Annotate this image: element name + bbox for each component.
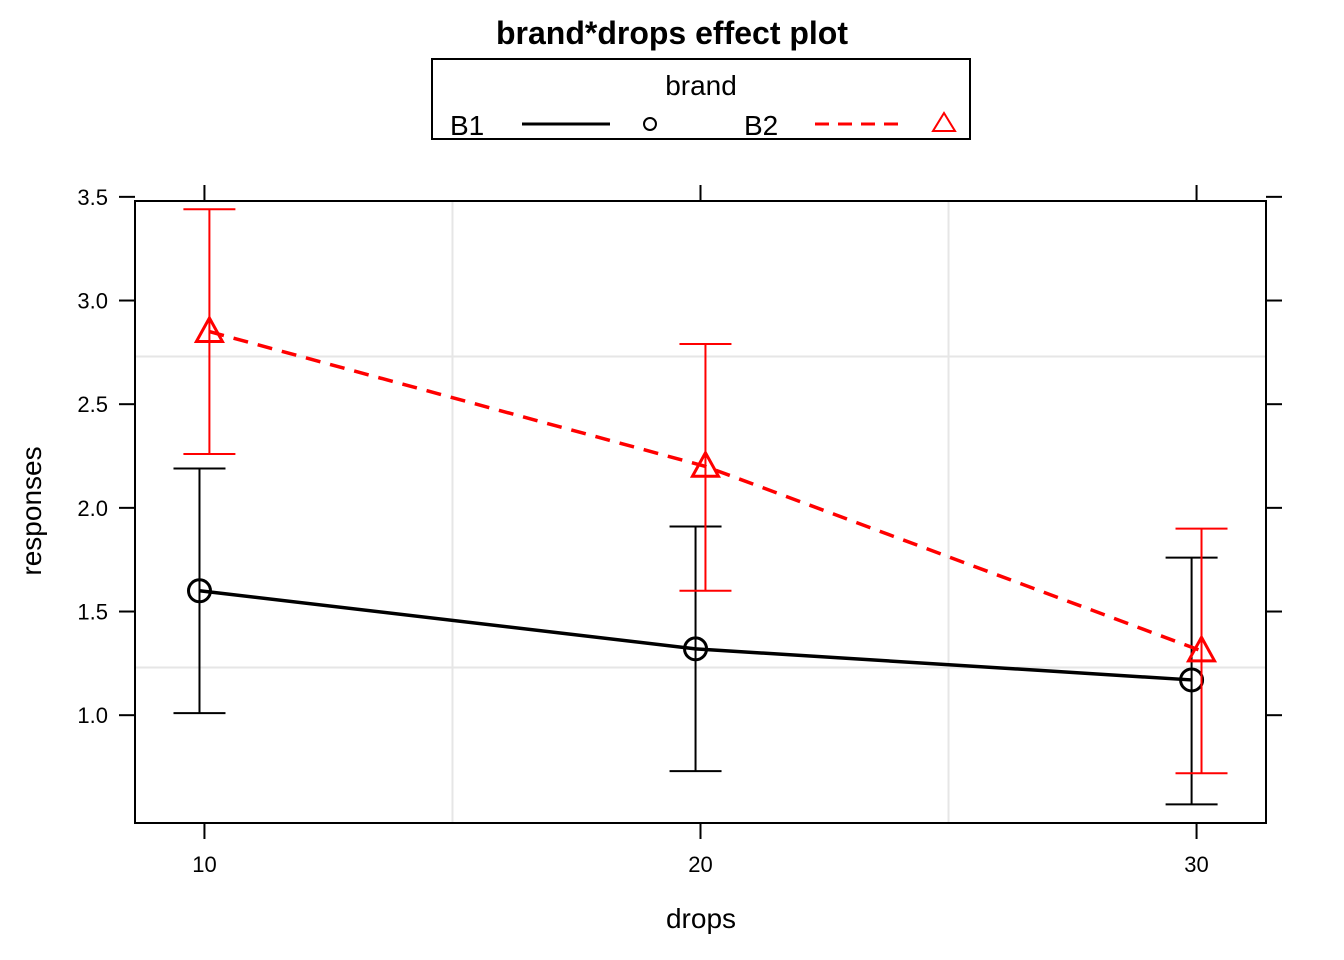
- y-tick-label: 1.0: [77, 703, 108, 728]
- y-tick-label: 3.5: [77, 185, 108, 210]
- data-point: [689, 449, 722, 478]
- legend: brand B1 B2: [431, 58, 971, 141]
- legend-label-b1: B1: [450, 110, 484, 141]
- data-point: [186, 578, 212, 604]
- x-tick-label: 10: [192, 852, 216, 877]
- y-tick-label: 2.0: [77, 496, 108, 521]
- legend-box: [431, 58, 971, 140]
- legend-marker-b2: [931, 111, 957, 132]
- x-tick-label: 30: [1184, 852, 1208, 877]
- legend-marker-b1: [643, 117, 657, 131]
- data-point: [1179, 667, 1205, 693]
- grid: [135, 201, 1266, 823]
- x-axis-label: drops: [666, 903, 736, 934]
- legend-label-b2: B2: [744, 110, 778, 141]
- plot-frame: [134, 200, 1267, 824]
- y-tick-label: 1.5: [77, 600, 108, 625]
- series-line: [208, 329, 1203, 653]
- x-tick-label: 20: [688, 852, 712, 877]
- chart-title: brand*drops effect plot: [496, 15, 848, 51]
- series-b1: [173, 467, 1218, 806]
- data-point: [193, 314, 225, 344]
- series-b2: [183, 208, 1228, 775]
- legend-title: brand: [665, 70, 737, 101]
- y-tick-label: 2.5: [77, 392, 108, 417]
- data-point: [1185, 634, 1218, 663]
- data-point: [683, 636, 709, 662]
- y-axis-label: responses: [16, 446, 47, 575]
- y-tick-label: 3.0: [77, 289, 108, 314]
- series-line: [199, 589, 1192, 682]
- series-layer: [173, 208, 1228, 806]
- axes: 10 20 30 1.0 1.5 2.0 2.5 3.0 3.5: [77, 185, 1282, 877]
